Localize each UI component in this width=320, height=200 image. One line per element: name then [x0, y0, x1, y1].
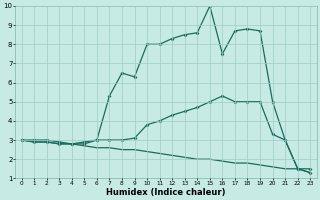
X-axis label: Humidex (Indice chaleur): Humidex (Indice chaleur): [106, 188, 226, 197]
